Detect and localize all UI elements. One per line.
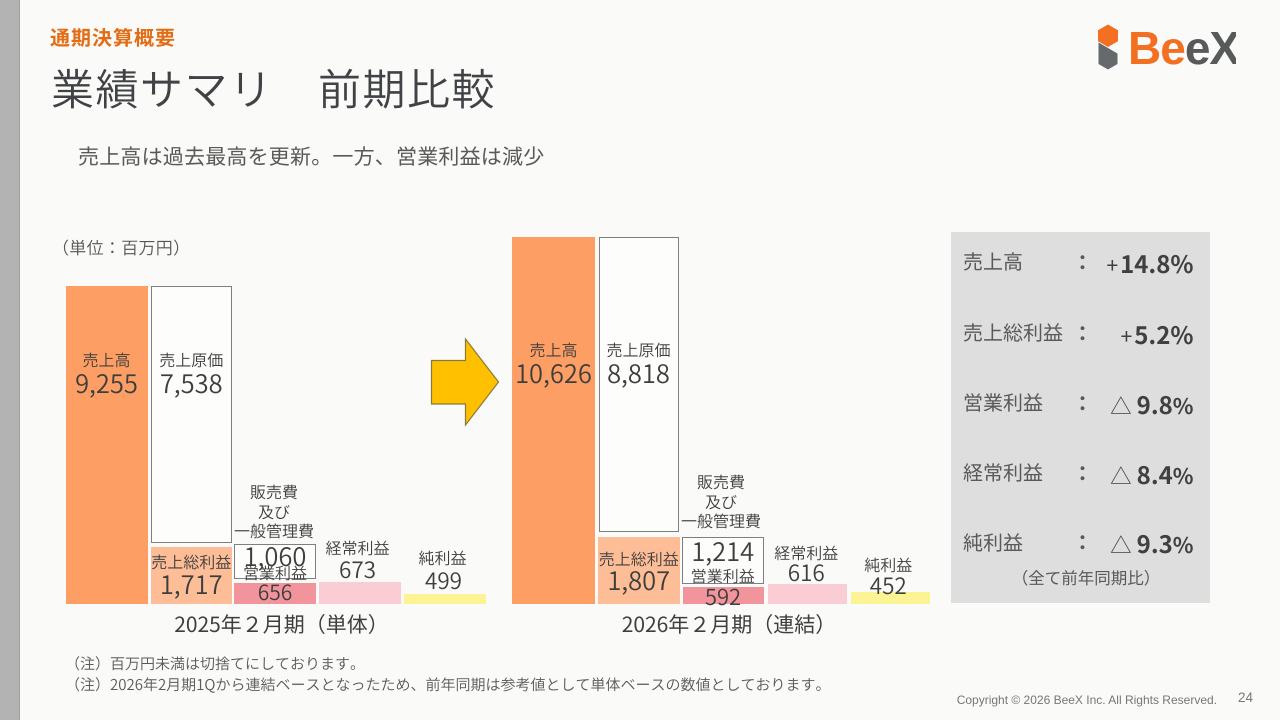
svg-text:BeeX: BeeX bbox=[1128, 22, 1236, 74]
